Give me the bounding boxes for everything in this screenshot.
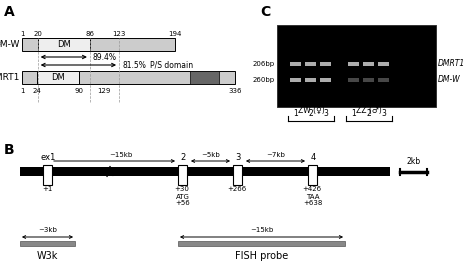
Bar: [306, 62, 317, 66]
Text: 2: 2: [309, 109, 313, 118]
Bar: [37, 71, 79, 84]
Bar: [348, 78, 359, 82]
Text: +266: +266: [228, 186, 246, 192]
Bar: [22, 38, 175, 51]
Text: 81.5%: 81.5%: [122, 61, 146, 69]
Text: 89.4%: 89.4%: [93, 52, 117, 61]
Text: ~15kb: ~15kb: [109, 152, 132, 158]
Text: DM-W: DM-W: [438, 76, 461, 85]
Text: +426: +426: [302, 186, 321, 192]
Text: 3: 3: [235, 153, 241, 162]
Text: 24: 24: [33, 88, 42, 94]
Text: B: B: [4, 143, 15, 157]
Text: ~3kb: ~3kb: [38, 227, 57, 233]
Bar: [379, 78, 390, 82]
Text: 336: 336: [228, 88, 242, 94]
Text: +1: +1: [42, 186, 52, 192]
Text: DMRT1: DMRT1: [438, 59, 465, 69]
Text: 194: 194: [168, 31, 182, 37]
Bar: [38, 38, 90, 51]
Bar: [348, 62, 359, 66]
Text: 2kb: 2kb: [406, 157, 420, 165]
Bar: [22, 71, 235, 84]
Text: 123: 123: [112, 31, 126, 37]
Bar: [364, 78, 374, 82]
Bar: [379, 62, 390, 66]
Text: DM: DM: [57, 40, 71, 49]
Text: ex1: ex1: [40, 153, 55, 162]
Bar: [44, 165, 53, 185]
Bar: [309, 165, 318, 185]
Text: ~5kb: ~5kb: [201, 152, 220, 158]
Text: W3k: W3k: [37, 251, 58, 261]
Text: ~7kb: ~7kb: [266, 152, 285, 158]
Text: 90: 90: [74, 88, 83, 94]
Text: +56: +56: [176, 200, 191, 206]
Bar: [320, 62, 331, 66]
Text: DM: DM: [51, 73, 65, 82]
Bar: [20, 241, 75, 246]
Text: +30: +30: [174, 186, 190, 192]
Text: 2: 2: [181, 153, 186, 162]
Text: FISH probe: FISH probe: [235, 251, 288, 261]
Text: ATG: ATG: [176, 194, 190, 200]
Text: DM-W: DM-W: [0, 40, 20, 49]
Text: 1: 1: [20, 31, 25, 37]
Bar: [234, 165, 243, 185]
Text: 20: 20: [33, 31, 42, 37]
Text: ZW (♀): ZW (♀): [298, 106, 324, 115]
Text: ZZ (♂): ZZ (♂): [356, 106, 382, 115]
Bar: [291, 78, 301, 82]
Bar: [291, 62, 301, 66]
Text: ~15kb: ~15kb: [250, 227, 273, 233]
Bar: [277, 25, 436, 107]
Text: +638: +638: [303, 200, 323, 206]
Text: A: A: [4, 5, 15, 19]
Bar: [178, 241, 345, 246]
Text: 86: 86: [85, 31, 94, 37]
Text: 129: 129: [97, 88, 110, 94]
Text: 3: 3: [382, 109, 386, 118]
Text: 3: 3: [324, 109, 328, 118]
Bar: [320, 78, 331, 82]
Text: 1: 1: [352, 109, 356, 118]
Text: 206bp: 206bp: [253, 61, 275, 67]
Text: P/S domain: P/S domain: [150, 61, 193, 69]
Bar: [190, 71, 219, 84]
Bar: [306, 78, 317, 82]
Bar: [20, 167, 390, 176]
Text: 2: 2: [366, 109, 371, 118]
Text: TAA: TAA: [306, 194, 320, 200]
Bar: [179, 165, 188, 185]
Text: 1: 1: [20, 88, 25, 94]
Text: 260bp: 260bp: [253, 77, 275, 83]
Text: 1: 1: [293, 109, 298, 118]
Text: 4: 4: [310, 153, 316, 162]
Text: C: C: [260, 5, 270, 19]
Text: DMRT1: DMRT1: [0, 73, 20, 82]
Bar: [364, 62, 374, 66]
